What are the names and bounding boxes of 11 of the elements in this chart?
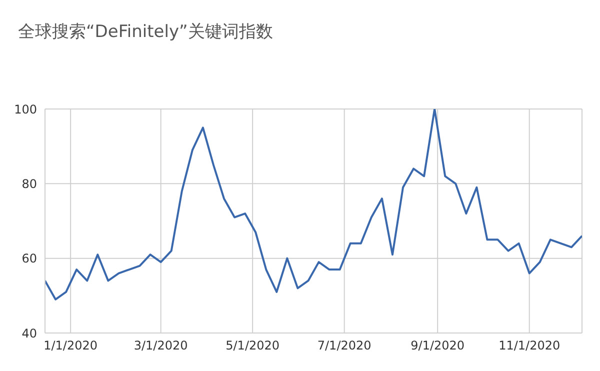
- x-tick-label: 9/1/2020: [410, 338, 465, 353]
- x-tick-label: 5/1/2020: [226, 338, 280, 353]
- x-tick-label: 11/1/2020: [498, 338, 560, 353]
- y-tick-label: 40: [22, 326, 37, 340]
- chart-title: 全球搜索“DeFinitely”关键词指数: [18, 21, 273, 43]
- x-tick-label: 7/1/2020: [317, 338, 372, 353]
- y-tick-label: 100: [14, 102, 37, 116]
- y-tick-label: 60: [22, 252, 37, 266]
- x-tick-label: 1/1/2020: [44, 338, 98, 353]
- y-tick-label: 80: [22, 176, 37, 191]
- x-tick-label: 3/1/2020: [134, 338, 188, 353]
